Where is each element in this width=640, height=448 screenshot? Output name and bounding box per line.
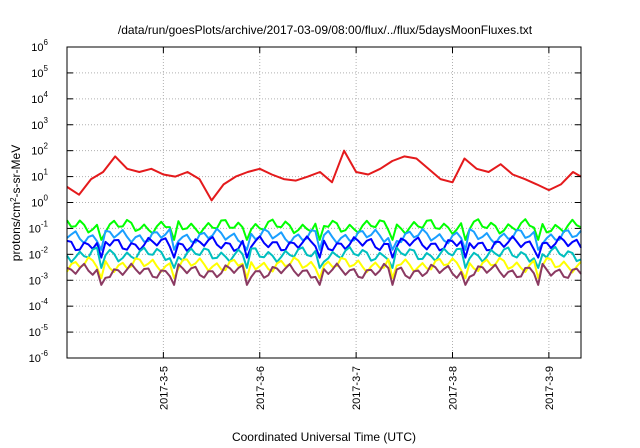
y-tick-label: 10-3 [29,271,49,287]
series-line [66,245,582,269]
y-tick-label: 104 [31,90,48,106]
y-axis-label-rest: -s-sr-MeV [9,145,23,198]
y-tick-label: 103 [31,116,48,132]
y-tick-label: 100 [31,194,48,210]
x-axis: 2017-3-5 2017-3-6 2017-3-7 2017-3-8 2017-3-9 [158,47,556,410]
y-tick-label: 10-6 [29,349,49,365]
series-line [66,262,582,286]
chart-title: /data/run/goesPlots/archive/2017-03-09/0… [118,23,533,37]
x-tick-label: 2017-3-8 [448,366,460,410]
x-tick-label: 2017-3-6 [255,366,267,410]
y-tick-label: 102 [31,142,48,158]
y-tick-label: 10-1 [29,219,49,235]
y-tick-label: 106 [31,38,48,54]
series-line [66,235,582,259]
grid [67,47,581,358]
y-tick-label: 101 [31,168,48,184]
y-tick-label: 10-2 [29,245,49,261]
x-tick-label: 2017-3-9 [544,366,556,410]
plot-frame [66,46,582,359]
y-axis-label: protons/cm2-s-sr-MeV [9,145,24,261]
y-axis-label-base: protons/cm [9,202,23,261]
y-tick-label: 10-4 [29,297,49,313]
y-axis-label-sup: 2 [9,197,18,202]
series-group [66,149,582,286]
y-tick-label: 105 [31,64,48,80]
x-tick-label: 2017-3-5 [158,366,170,410]
y-tick-label: 10-5 [29,323,49,339]
x-tick-label: 2017-3-7 [351,366,363,410]
series-line [66,149,582,202]
x-axis-label: Coordinated Universal Time (UTC) [232,430,416,444]
y-axis: 10-6 10-5 10-4 10-3 10-2 10-1 100 101 102 103 104 1… [29,38,581,365]
